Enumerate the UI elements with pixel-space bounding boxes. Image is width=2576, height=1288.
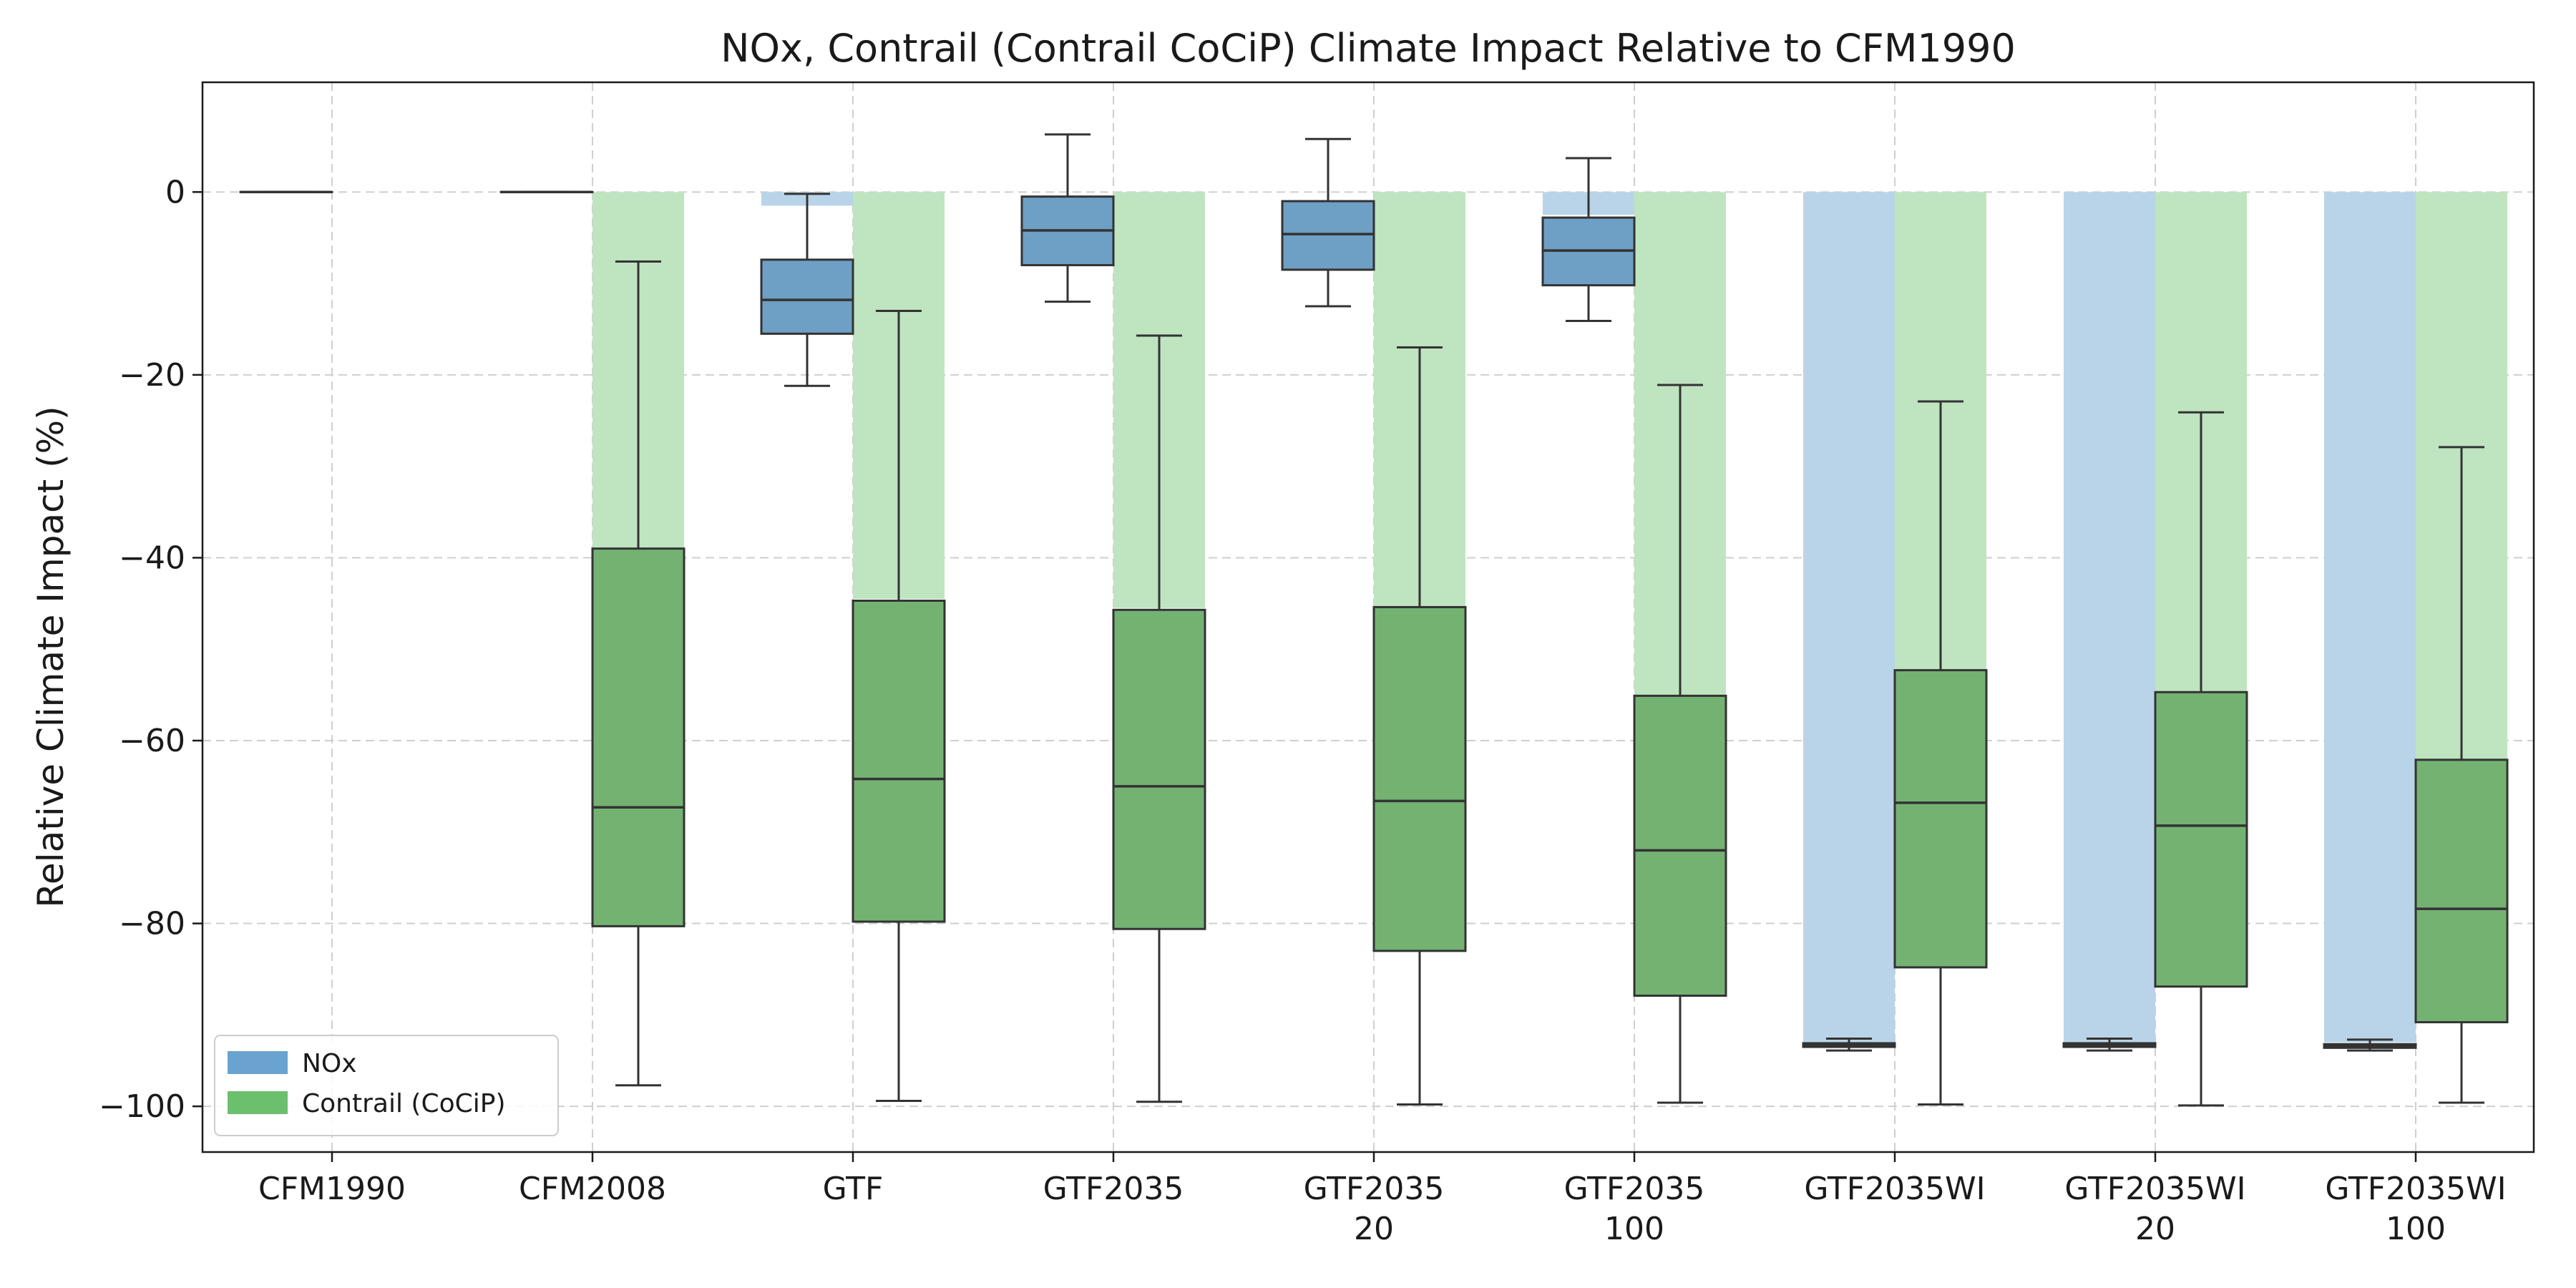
- legend-swatch: [228, 1051, 288, 1074]
- box: [591, 547, 686, 927]
- x-tick-label: GTF2035WI: [1804, 1171, 1985, 1207]
- box: [1281, 200, 1375, 271]
- x-tick-label: CFM1990: [258, 1171, 406, 1207]
- y-tick-label: −40: [119, 540, 185, 576]
- x-tick-label: GTF2035: [1304, 1171, 1445, 1207]
- legend-box: [214, 1035, 559, 1136]
- box: [1633, 694, 1727, 997]
- y-tick-label: −80: [119, 906, 185, 942]
- legend-label: Contrail (CoCiP): [302, 1089, 506, 1118]
- box-plots: [239, 133, 2509, 1107]
- box: [2414, 758, 2509, 1024]
- box: [2154, 691, 2248, 988]
- background-bar: [2064, 192, 2155, 1043]
- y-axis-label: Relative Climate Impact (%): [30, 406, 72, 907]
- legend-swatch: [228, 1091, 288, 1114]
- box: [1372, 605, 1467, 952]
- y-tick-label: −20: [119, 357, 185, 394]
- x-tick-label: 20: [2135, 1211, 2175, 1247]
- x-tick-label: 100: [2386, 1211, 2446, 1247]
- x-tick-label: GTF2035: [1043, 1171, 1184, 1207]
- x-tick-label: GTF: [823, 1171, 884, 1207]
- x-tick-label: 100: [1604, 1211, 1664, 1247]
- box: [1893, 669, 1988, 969]
- x-axis-ticks: CFM1990 CFM2008 GTF GTF2035 GTF2035 20 GTF2035…: [258, 1152, 2507, 1247]
- legend-label: NOx: [302, 1049, 357, 1078]
- background-bar: [1803, 192, 1895, 1043]
- chart-title: NOx, Contrail (Contrail CoCiP) Climate I…: [721, 26, 2016, 71]
- y-axis-ticks: 0 −20 −40 −60 −80 −100: [99, 174, 203, 1125]
- background-bars: [592, 192, 2507, 1043]
- box: [760, 258, 854, 335]
- plot-frame: [201, 81, 2535, 1153]
- y-tick-label: −100: [99, 1088, 185, 1125]
- y-tick-label: −60: [119, 723, 185, 759]
- box: [852, 600, 946, 923]
- x-tick-label: GTF2035: [1564, 1171, 1705, 1207]
- box: [1112, 608, 1206, 930]
- x-tick-label: GTF2035WI: [2064, 1171, 2245, 1207]
- legend: NOx Contrail (CoCiP): [214, 1035, 559, 1136]
- background-bar: [2324, 192, 2416, 1043]
- x-tick-label: GTF2035WI: [2325, 1171, 2506, 1207]
- y-tick-label: 0: [165, 174, 185, 210]
- x-tick-label: 20: [1354, 1211, 1394, 1247]
- x-tick-label: CFM2008: [519, 1171, 666, 1207]
